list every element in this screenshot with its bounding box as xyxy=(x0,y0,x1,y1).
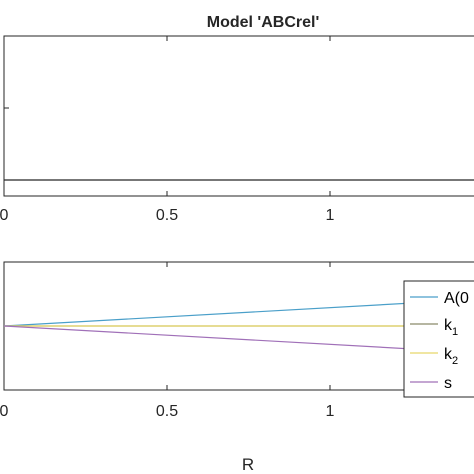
bottom-x-axis-label: R xyxy=(242,455,254,474)
bottom-x-ticks: 0 0.5 1 xyxy=(0,262,335,420)
top-chart-title: Model 'ABCrel' xyxy=(207,14,320,31)
x-tick-label: 0.5 xyxy=(156,403,178,420)
legend-label: A(0 xyxy=(444,290,469,307)
legend: A(0 k1 k2 s xyxy=(403,280,474,398)
legend-box xyxy=(403,280,474,398)
x-tick-label: 0 xyxy=(0,403,9,420)
legend-label: k2 xyxy=(444,346,458,367)
top-x-ticks: 0 0.5 1 xyxy=(0,36,335,224)
x-tick-label: 1 xyxy=(326,403,335,420)
x-tick-label: 0 xyxy=(0,207,9,224)
legend-label: s xyxy=(444,375,452,392)
legend-label: k1 xyxy=(444,317,458,338)
top-axes: Model 'ABCrel' 0 0.5 1 xyxy=(0,14,474,224)
top-axes-box xyxy=(3,35,474,197)
x-tick-label: 1 xyxy=(326,207,335,224)
x-tick-label: 0.5 xyxy=(156,207,178,224)
